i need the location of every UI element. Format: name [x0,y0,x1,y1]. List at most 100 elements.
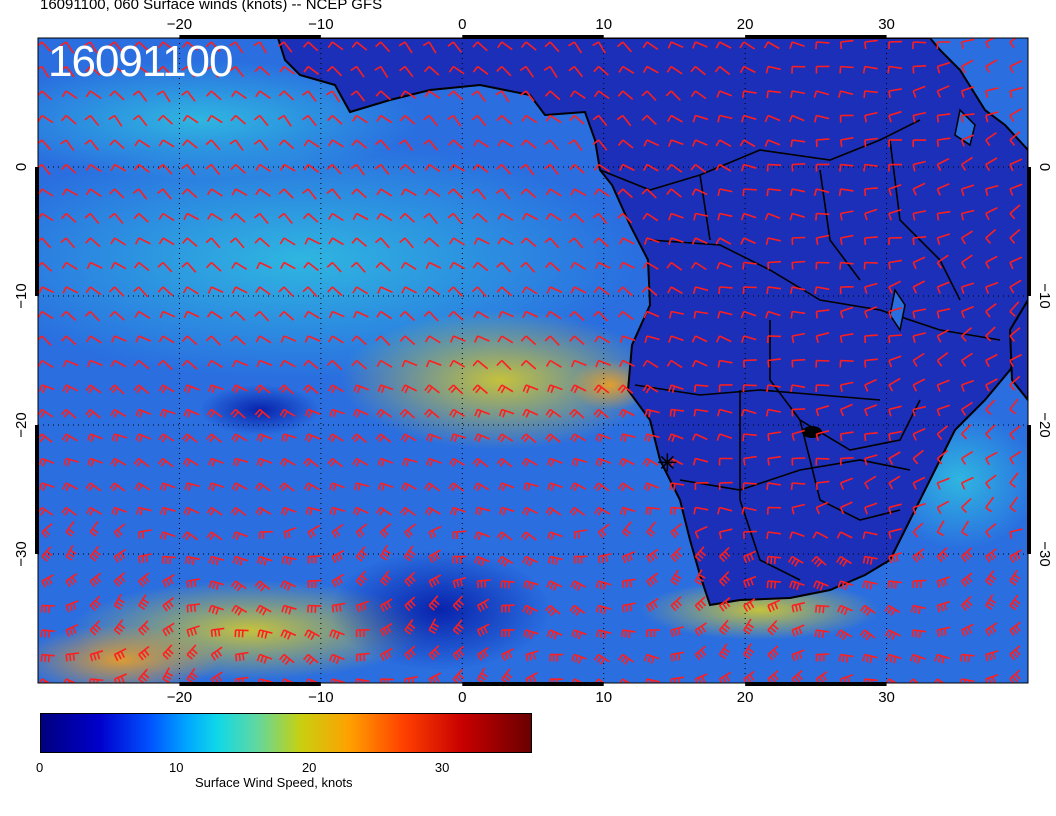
wind-barb [719,547,731,563]
wind-barb [522,555,538,567]
wind-barb [181,188,198,199]
wind-barb [113,593,125,610]
wind-barb [63,457,79,467]
wind-barb [839,501,853,515]
wind-barb [328,139,344,148]
wind-barb [257,629,273,639]
x-tick-label: 0 [458,689,466,706]
wind-barb [231,384,248,394]
wind-barb [718,597,731,612]
wind-barb [281,433,297,443]
wind-barb [862,65,878,74]
wind-barb [622,578,636,589]
wind-barb [888,528,902,539]
wind-barb [303,65,320,75]
wind-barb [837,90,854,98]
wind-barb [472,261,489,272]
wind-barb [87,359,103,368]
wind-barb [377,384,394,394]
wind-barb [404,619,416,635]
wind-barb [279,65,296,75]
wind-barb [715,41,732,49]
wind-barb [138,594,150,610]
date-stamp: 16091100 [48,37,233,86]
wind-barb [86,335,102,344]
wind-barb [568,139,583,152]
wind-barb [790,90,806,99]
wind-barb [498,310,515,319]
wind-barb [742,433,757,442]
wind-barb [767,599,781,613]
wind-barb [354,482,370,491]
wind-barb [38,359,54,368]
wind-barb [694,569,706,586]
wind-barb [304,629,320,641]
wind-barb [303,139,320,148]
wind-barb [669,408,685,417]
wind-barb [1009,425,1021,440]
wind-barb [960,623,974,637]
wind-barb [376,359,393,368]
wind-barb [355,652,370,662]
wind-barb [743,530,757,540]
wind-barb [716,261,732,270]
wind-barb [864,502,878,515]
x-tick-label: 30 [878,689,895,706]
wind-barb [428,645,440,661]
wind-barb [305,506,321,516]
wind-barb [790,139,806,148]
wind-barb [888,184,902,196]
wind-barb [496,65,512,77]
wind-barb [113,647,127,662]
wind-barb [597,523,610,539]
wind-barb [593,65,609,76]
wind-barb [374,163,390,176]
wind-barb [643,653,660,664]
wind-barb [864,111,878,123]
wind-barb [616,114,632,127]
wind-barb [864,404,878,417]
wind-barb [594,261,611,270]
wind-barb [621,629,636,639]
wind-barb [836,555,852,567]
wind-barb [283,526,297,539]
wind-barb [985,303,997,318]
wind-barb [404,523,416,539]
wind-barb [110,237,127,246]
wind-barb [230,163,246,174]
wind-barb [182,237,198,248]
wind-barb [182,433,198,444]
wind-barb [646,521,657,538]
wind-barb [303,653,319,666]
wind-barb [109,90,125,101]
x-tick-label: −10 [308,16,333,33]
wind-barb [888,355,902,368]
wind-barb [352,310,369,319]
wind-barb [815,384,830,393]
wind-barb [38,384,55,394]
wind-barb [765,310,781,319]
wind-barb [593,482,610,492]
wind-barb [109,286,125,297]
wind-barb [520,237,537,248]
wind-barb [544,237,560,249]
wind-barb [985,523,997,538]
wind-barb [547,531,563,541]
wind-barb [694,645,707,661]
wind-barb [447,41,462,53]
wind-barb [207,212,223,222]
wind-barb [887,580,902,589]
wind-barb [594,163,611,173]
wind-barb [109,482,126,492]
wind-barb [424,384,440,394]
wind-barb [596,629,612,639]
wind-barb [912,449,924,465]
wind-barb [210,671,223,683]
wind-barb [207,359,223,368]
wind-barb [280,580,297,591]
wind-barb [570,359,587,368]
wind-barb [85,188,102,197]
wind-barb [208,580,225,590]
wind-barb [839,39,854,50]
wind-barb [815,501,829,515]
